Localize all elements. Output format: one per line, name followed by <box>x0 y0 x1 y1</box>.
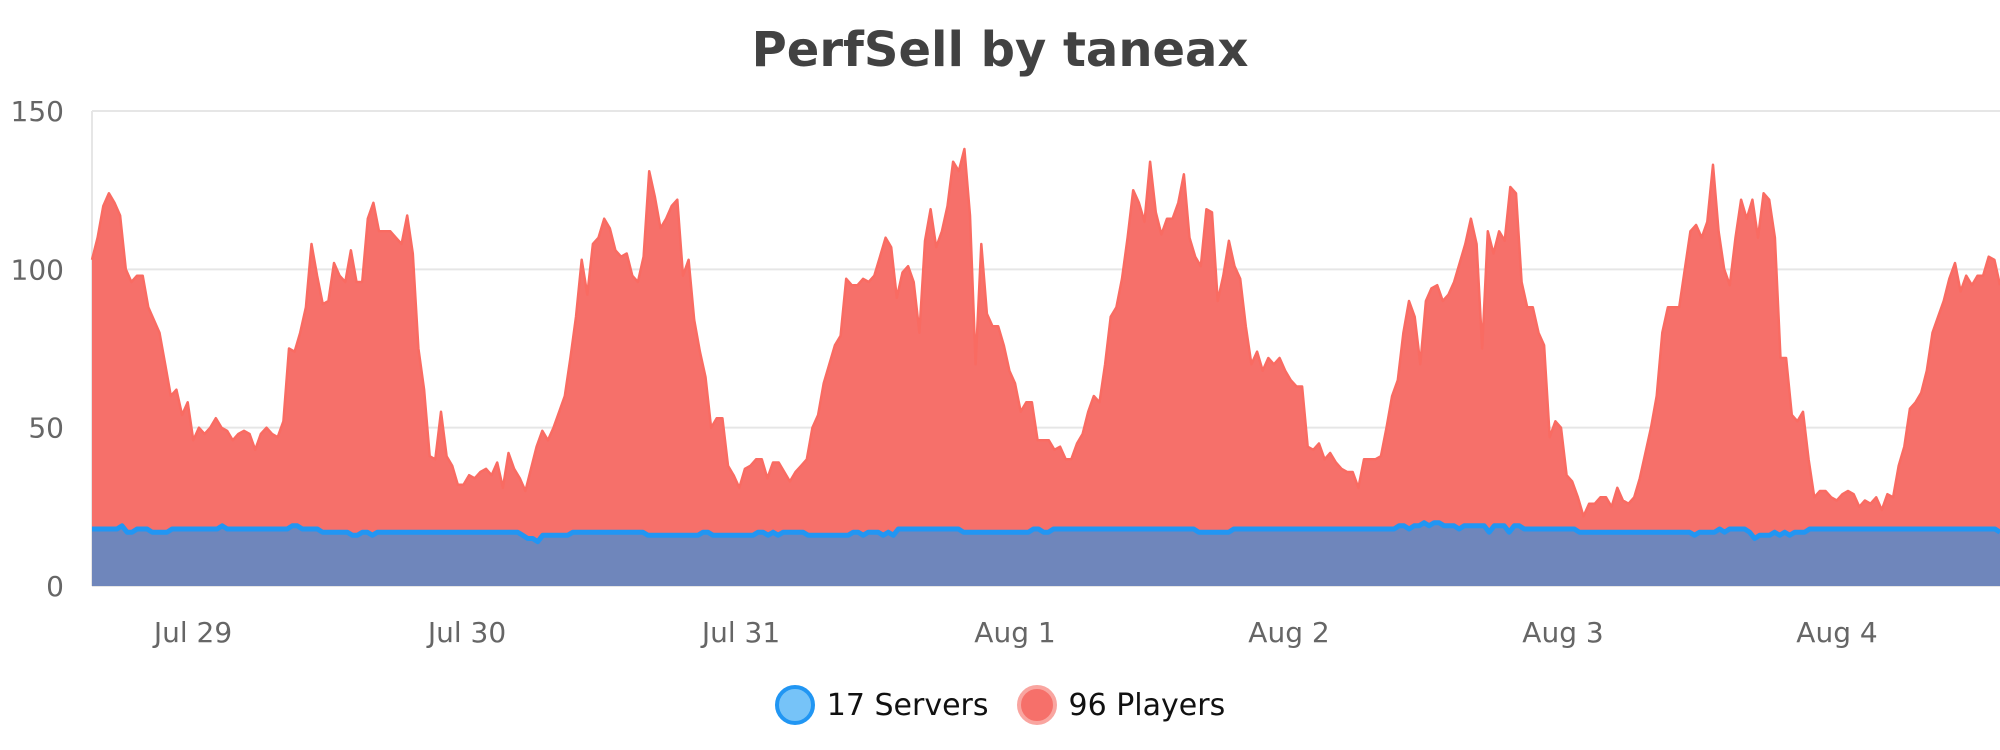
series-area-servers <box>92 522 2000 586</box>
chart-title: PerfSell by taneax <box>751 22 1249 78</box>
y-tick-label-150: 150 <box>11 95 64 128</box>
x-tick-label-1: Jul 30 <box>426 616 506 649</box>
series-line-players <box>90 147 2000 518</box>
y-tick-label-50: 50 <box>28 412 64 445</box>
legend-item-servers[interactable]: 17 Servers <box>774 685 989 725</box>
x-tick-label-4: Aug 2 <box>1248 616 1329 649</box>
x-tick-label-6: Aug 4 <box>1796 616 1877 649</box>
y-tick-label-0: 0 <box>46 570 64 603</box>
legend-label-players: 96 Players <box>1068 687 1226 723</box>
legend-item-players[interactable]: 96 Players <box>1016 685 1226 725</box>
x-tick-label-3: Aug 1 <box>974 616 1055 649</box>
x-tick-label-2: Jul 31 <box>700 616 780 649</box>
legend-swatch-servers <box>774 685 815 725</box>
series-area-players <box>92 149 2000 586</box>
x-tick-label-0: Jul 29 <box>152 616 232 649</box>
legend-label-servers: 17 Servers <box>826 687 989 723</box>
series-line-servers <box>92 520 2000 545</box>
legend-swatch-players <box>1016 685 1057 725</box>
chart-legend: 17 Servers 96 Players <box>0 685 2000 725</box>
y-tick-label-100: 100 <box>11 253 64 286</box>
x-tick-label-5: Aug 3 <box>1522 616 1603 649</box>
